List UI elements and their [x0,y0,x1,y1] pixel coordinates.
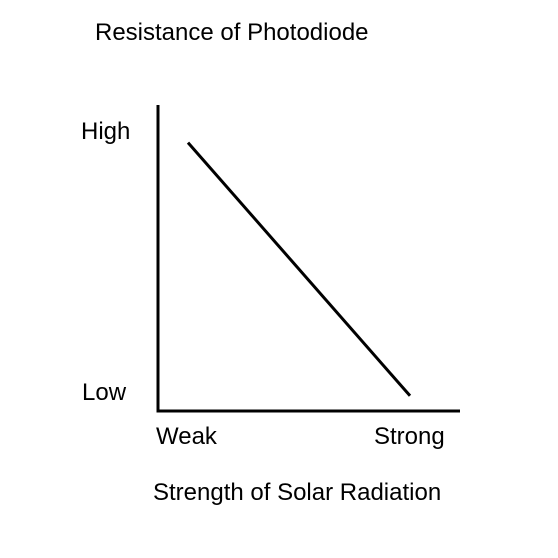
series-layer [186,141,412,397]
x-tick-label-strong: Strong [374,423,445,450]
chart-title: Resistance of Photodiode [95,19,369,46]
x-axis-label: Strength of Solar Radiation [153,479,441,506]
y-tick-label-low: Low [82,379,127,406]
x-tick-label-weak: Weak [156,423,218,450]
series-line-0 [186,141,412,397]
y-tick-label-high: High [81,118,130,145]
